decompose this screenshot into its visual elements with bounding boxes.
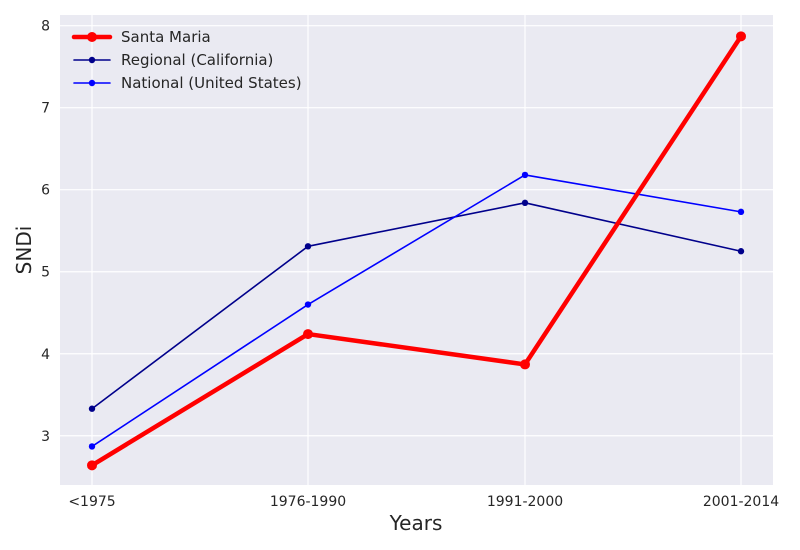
data-point	[521, 171, 529, 179]
legend: Santa Maria Regional (California) National…	[71, 28, 302, 92]
x-tick-label: <1975	[68, 494, 115, 510]
series-line	[91, 174, 742, 448]
data-point	[737, 248, 745, 255]
series-line	[91, 202, 742, 410]
y-tick-label: 3	[41, 429, 50, 445]
series-layer	[87, 31, 746, 471]
data-point	[737, 208, 745, 216]
legend-label: National (United States)	[121, 74, 302, 92]
data-point	[88, 443, 96, 450]
data-point	[736, 31, 746, 42]
y-axis-title: SNDi	[12, 226, 36, 275]
x-tick-label: 1991-2000	[487, 494, 563, 510]
legend-label: Santa Maria	[121, 28, 211, 46]
data-point	[87, 460, 97, 471]
data-point	[304, 243, 312, 250]
y-tick-label: 5	[41, 265, 50, 281]
data-point	[88, 405, 96, 412]
data-point	[521, 199, 529, 207]
y-tick-label: 6	[41, 183, 50, 199]
tick-labels: 3 4 5 6 7 8 <1975 1976-1990 1991-2000 2001-2014	[41, 19, 779, 510]
data-point	[520, 359, 530, 370]
data-point	[304, 301, 312, 308]
x-tick-label: 1976-1990	[270, 494, 346, 510]
legend-marker	[88, 56, 96, 64]
y-tick-label: 7	[41, 101, 50, 117]
y-tick-label: 8	[41, 19, 50, 35]
x-tick-label: 2001-2014	[703, 494, 779, 510]
legend-label: Regional (California)	[121, 51, 273, 69]
legend-marker	[87, 32, 97, 42]
legend-marker	[88, 79, 96, 87]
x-axis-title: Years	[389, 511, 443, 535]
y-tick-label: 4	[41, 347, 50, 363]
data-point	[303, 329, 313, 340]
plot-background	[60, 15, 773, 485]
series-line	[89, 34, 744, 468]
